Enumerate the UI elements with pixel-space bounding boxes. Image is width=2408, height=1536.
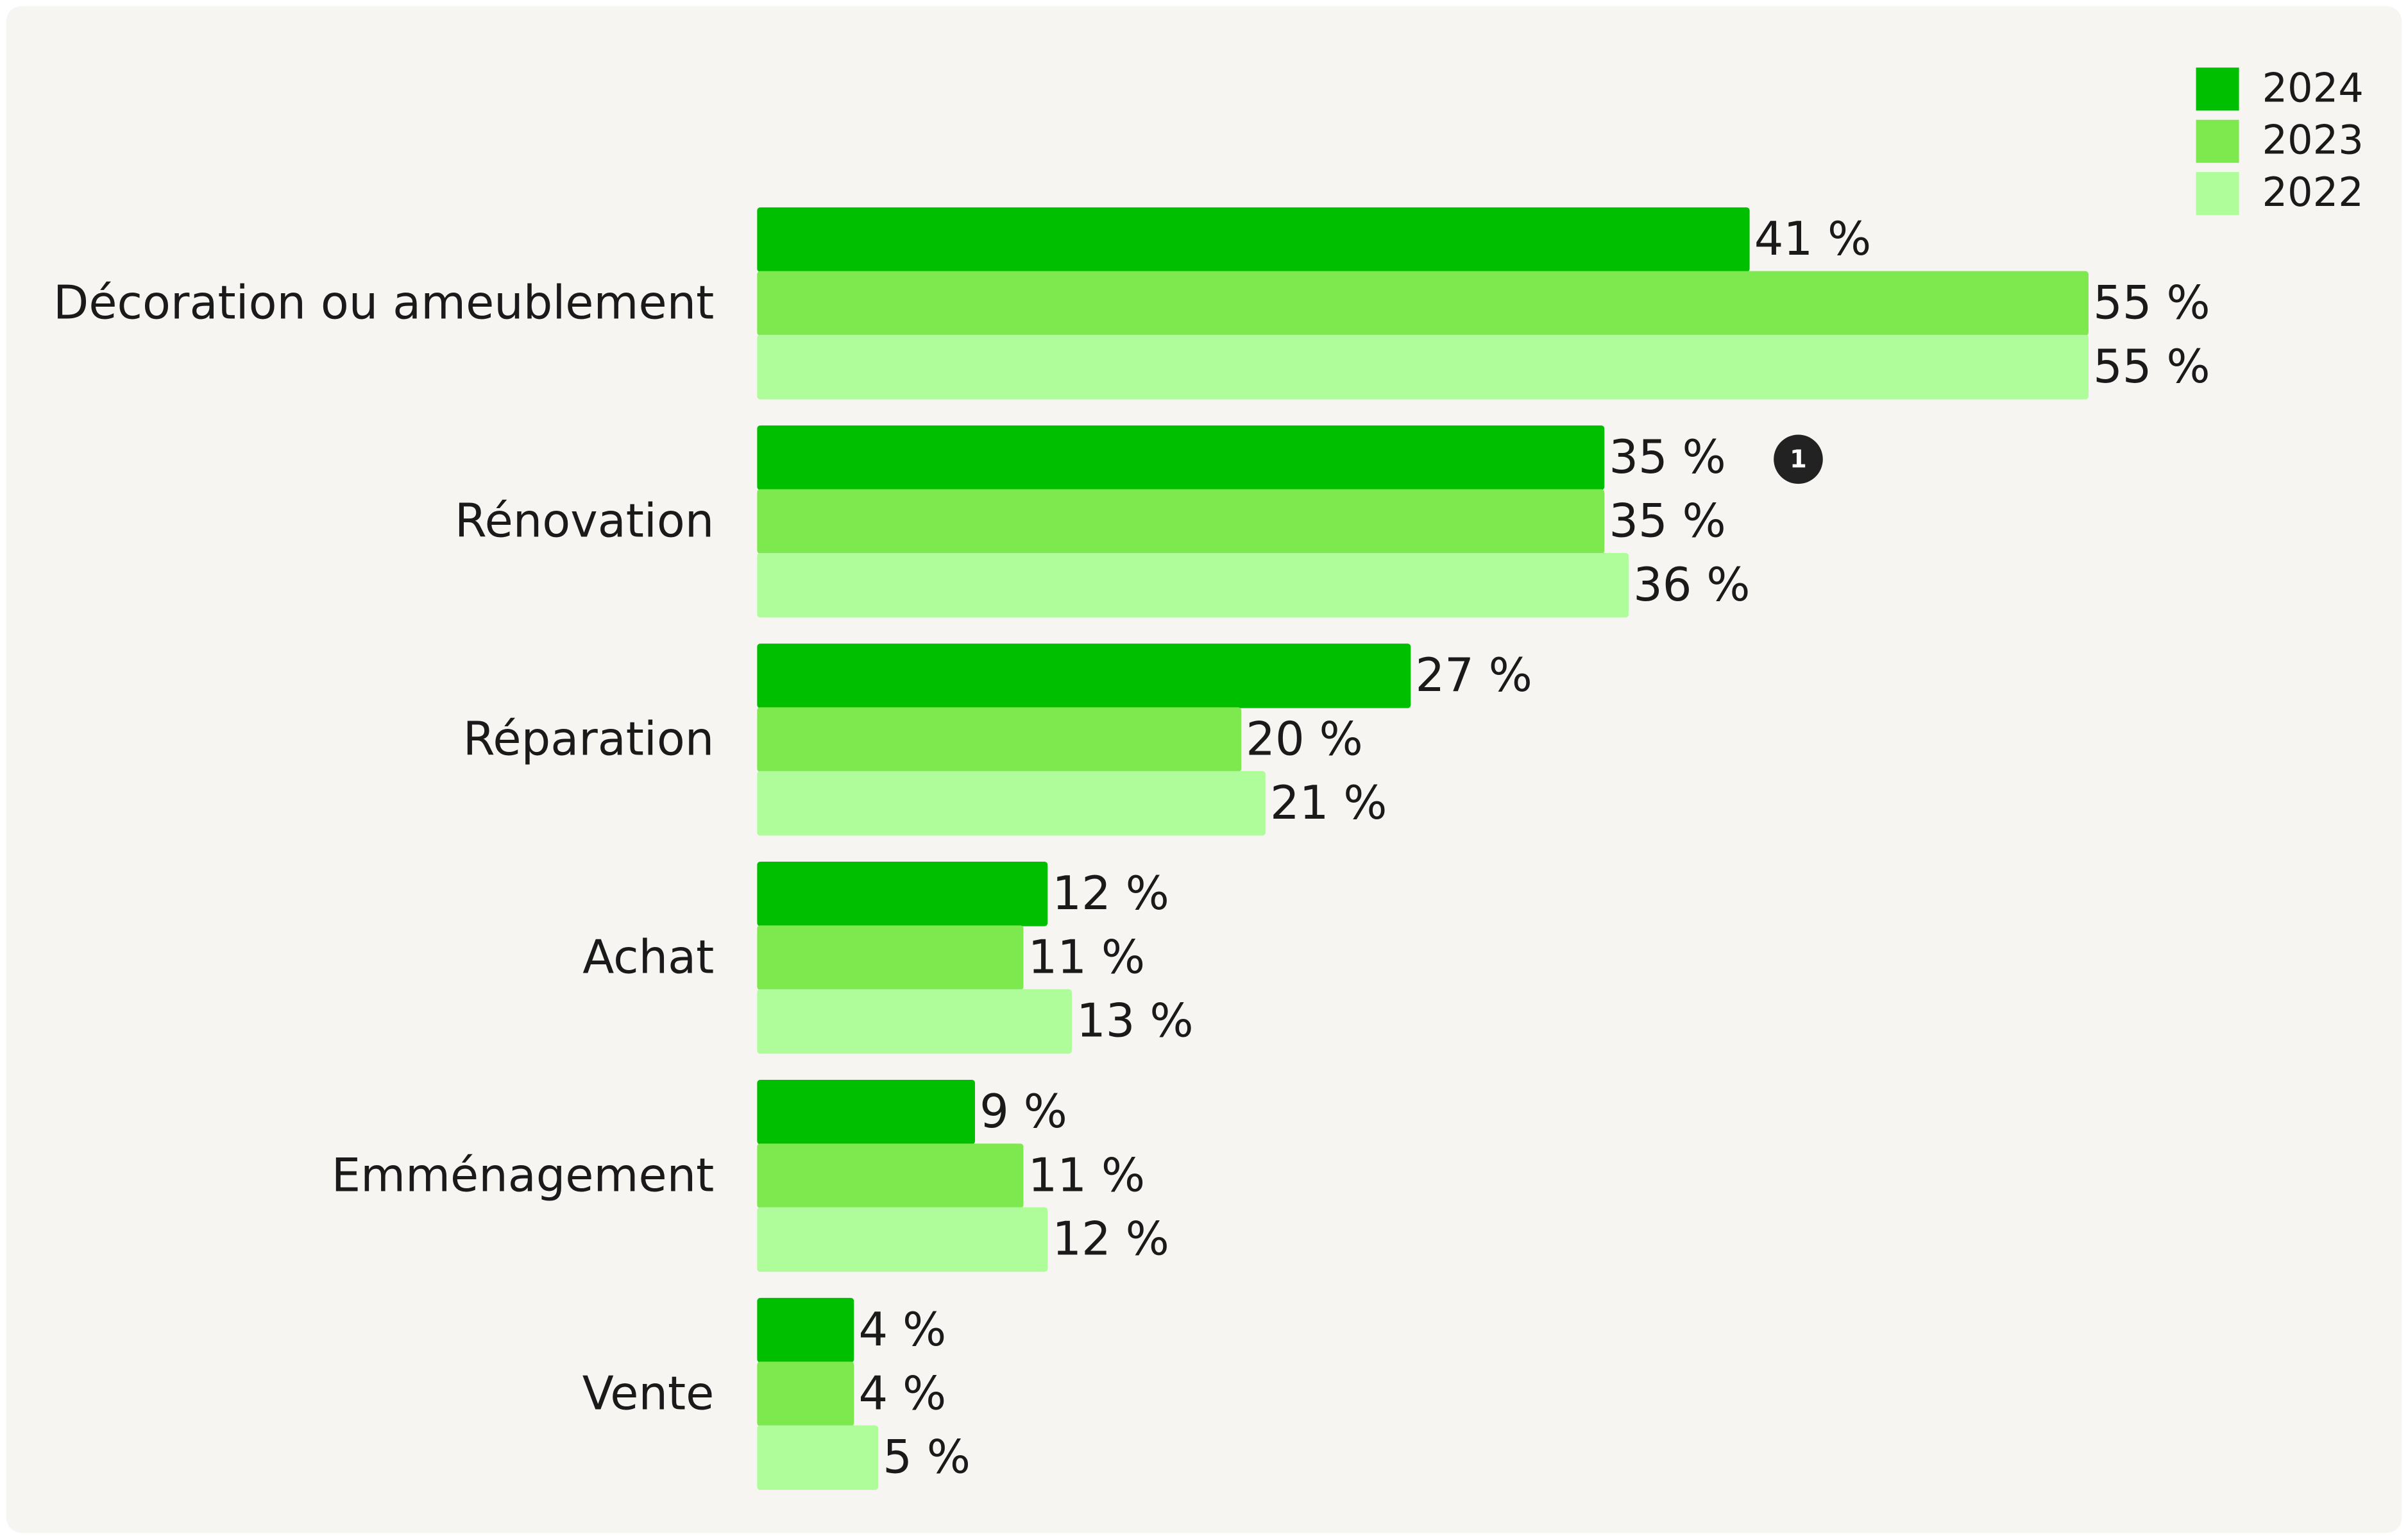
value-label: 9 %: [979, 1084, 1067, 1138]
bar: [757, 925, 1024, 990]
value-label: 27 %: [1415, 648, 1532, 702]
value-label: 12 %: [1052, 1212, 1169, 1266]
value-label: 13 %: [1076, 994, 1193, 1048]
value-label: 35 %: [1609, 493, 1725, 547]
bar: [757, 1425, 879, 1490]
legend-label: 2023: [2262, 117, 2363, 164]
value-label: 4 %: [858, 1302, 946, 1356]
value-label: 36 %: [1633, 558, 1750, 611]
value-label: 20 %: [1246, 712, 1362, 765]
bar: [757, 644, 1411, 708]
legend-swatch: [2196, 119, 2239, 163]
annotation-label: 1: [1790, 445, 1807, 474]
category-label: Achat: [582, 930, 714, 984]
bar: [757, 771, 1266, 836]
bar: [757, 1207, 1048, 1272]
bar: [757, 1143, 1024, 1208]
legend-label: 2024: [2262, 64, 2363, 111]
category-label: Emménagement: [332, 1148, 715, 1202]
value-label: 55 %: [2093, 276, 2210, 330]
bar: [757, 1297, 854, 1363]
value-label: 5 %: [883, 1430, 971, 1484]
value-label: 55 %: [2093, 339, 2210, 393]
bar: [757, 271, 2089, 336]
legend-label: 2022: [2262, 169, 2363, 216]
category-label: Réparation: [463, 712, 715, 765]
value-label: 35 %: [1609, 430, 1725, 484]
bar: [757, 334, 2089, 400]
bar: [757, 552, 1629, 618]
bar: [757, 1361, 854, 1426]
bar: [757, 862, 1048, 926]
bar: [757, 207, 1750, 272]
bar: [757, 489, 1605, 554]
category-label: Rénovation: [455, 493, 714, 547]
value-label: 11 %: [1028, 1148, 1145, 1202]
bar: [757, 707, 1242, 772]
bar: [757, 1079, 975, 1145]
annotation-marker: [1774, 434, 1823, 484]
value-label: 11 %: [1028, 930, 1145, 984]
value-label: 12 %: [1052, 866, 1169, 920]
category-label: Décoration ou ameublement: [53, 276, 714, 330]
category-label: Vente: [582, 1366, 715, 1420]
legend-swatch: [2196, 67, 2239, 111]
bar: [757, 989, 1072, 1054]
bar: [757, 425, 1605, 490]
value-label: 4 %: [858, 1366, 946, 1420]
value-label: 41 %: [1754, 212, 1871, 266]
value-label: 21 %: [1270, 776, 1387, 830]
legend-swatch: [2196, 172, 2239, 216]
